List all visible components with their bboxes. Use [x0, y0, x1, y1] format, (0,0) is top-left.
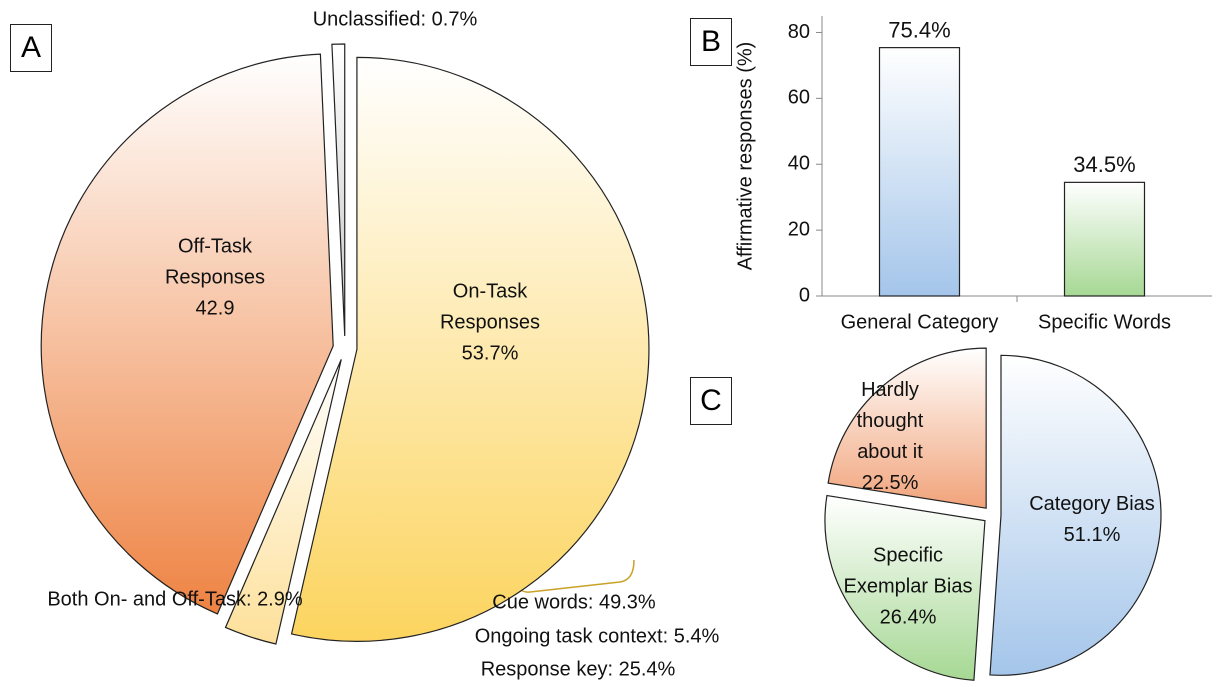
- annotation: Ongoing task context: 5.4%: [474, 625, 720, 648]
- value-label: 0.7%: [431, 8, 478, 31]
- pie-slice: [290, 56, 650, 642]
- pie-slice: [40, 53, 334, 615]
- panel-letter: C: [690, 377, 732, 425]
- slice-label: Specific Exemplar Bias 26.4%: [838, 541, 978, 634]
- category-label: Both On- and Off-Task:: [47, 588, 252, 611]
- pie-slice: [989, 354, 1162, 676]
- panel-letter: A: [10, 24, 52, 72]
- x-tick-label: General Category: [841, 311, 999, 333]
- value-label: 51.1%: [1063, 524, 1121, 546]
- annotation: Response key: 25.4%: [480, 658, 676, 681]
- y-tick-label: 60: [788, 87, 810, 109]
- bar: [1063, 181, 1146, 297]
- value-label: 2.9%: [257, 588, 303, 611]
- bar: [878, 47, 961, 297]
- category-label: On-Task Responses: [439, 280, 541, 334]
- value-label: 53.7%: [461, 342, 519, 365]
- pie-slice: [331, 43, 346, 337]
- x-tick-label: Specific Words: [1038, 311, 1171, 333]
- category-label: Unclassified:: [312, 8, 427, 31]
- category-label: Hardly thought about it: [856, 379, 924, 463]
- slice-label: Off-Task Responses 42.9: [160, 232, 270, 325]
- value-label: 42.9: [195, 297, 235, 320]
- value-label: 34.5%: [1073, 152, 1135, 177]
- y-tick-label: 80: [788, 21, 810, 43]
- slice-label: Category Bias 51.1%: [1017, 489, 1167, 551]
- y-tick-label: 40: [788, 153, 810, 175]
- slice-label: Hardly thought about it 22.5%: [835, 375, 945, 499]
- y-tick-label: 0: [799, 284, 810, 306]
- annotation: Cue words: 49.3%: [492, 591, 656, 614]
- y-axis-label: Affirmative responses (%): [734, 42, 756, 271]
- value-label: 22.5%: [861, 472, 919, 494]
- y-tick-label: 20: [788, 218, 810, 240]
- category-label: Category Bias: [1029, 493, 1155, 515]
- slice-label: Unclassified: 0.7%: [245, 5, 545, 36]
- category-label: Specific Exemplar Bias: [843, 544, 973, 598]
- pie-slice: [224, 359, 342, 645]
- slice-label: On-Task Responses 53.7%: [425, 277, 555, 370]
- pie-slice: [824, 494, 986, 681]
- pie-slice: [827, 347, 987, 509]
- value-label: 26.4%: [879, 606, 937, 629]
- value-label: 75.4%: [888, 17, 950, 42]
- category-label: Off-Task Responses: [164, 235, 266, 289]
- slice-label: Both On- and Off-Task: 2.9%: [0, 585, 375, 616]
- panel-letter: B: [690, 18, 732, 66]
